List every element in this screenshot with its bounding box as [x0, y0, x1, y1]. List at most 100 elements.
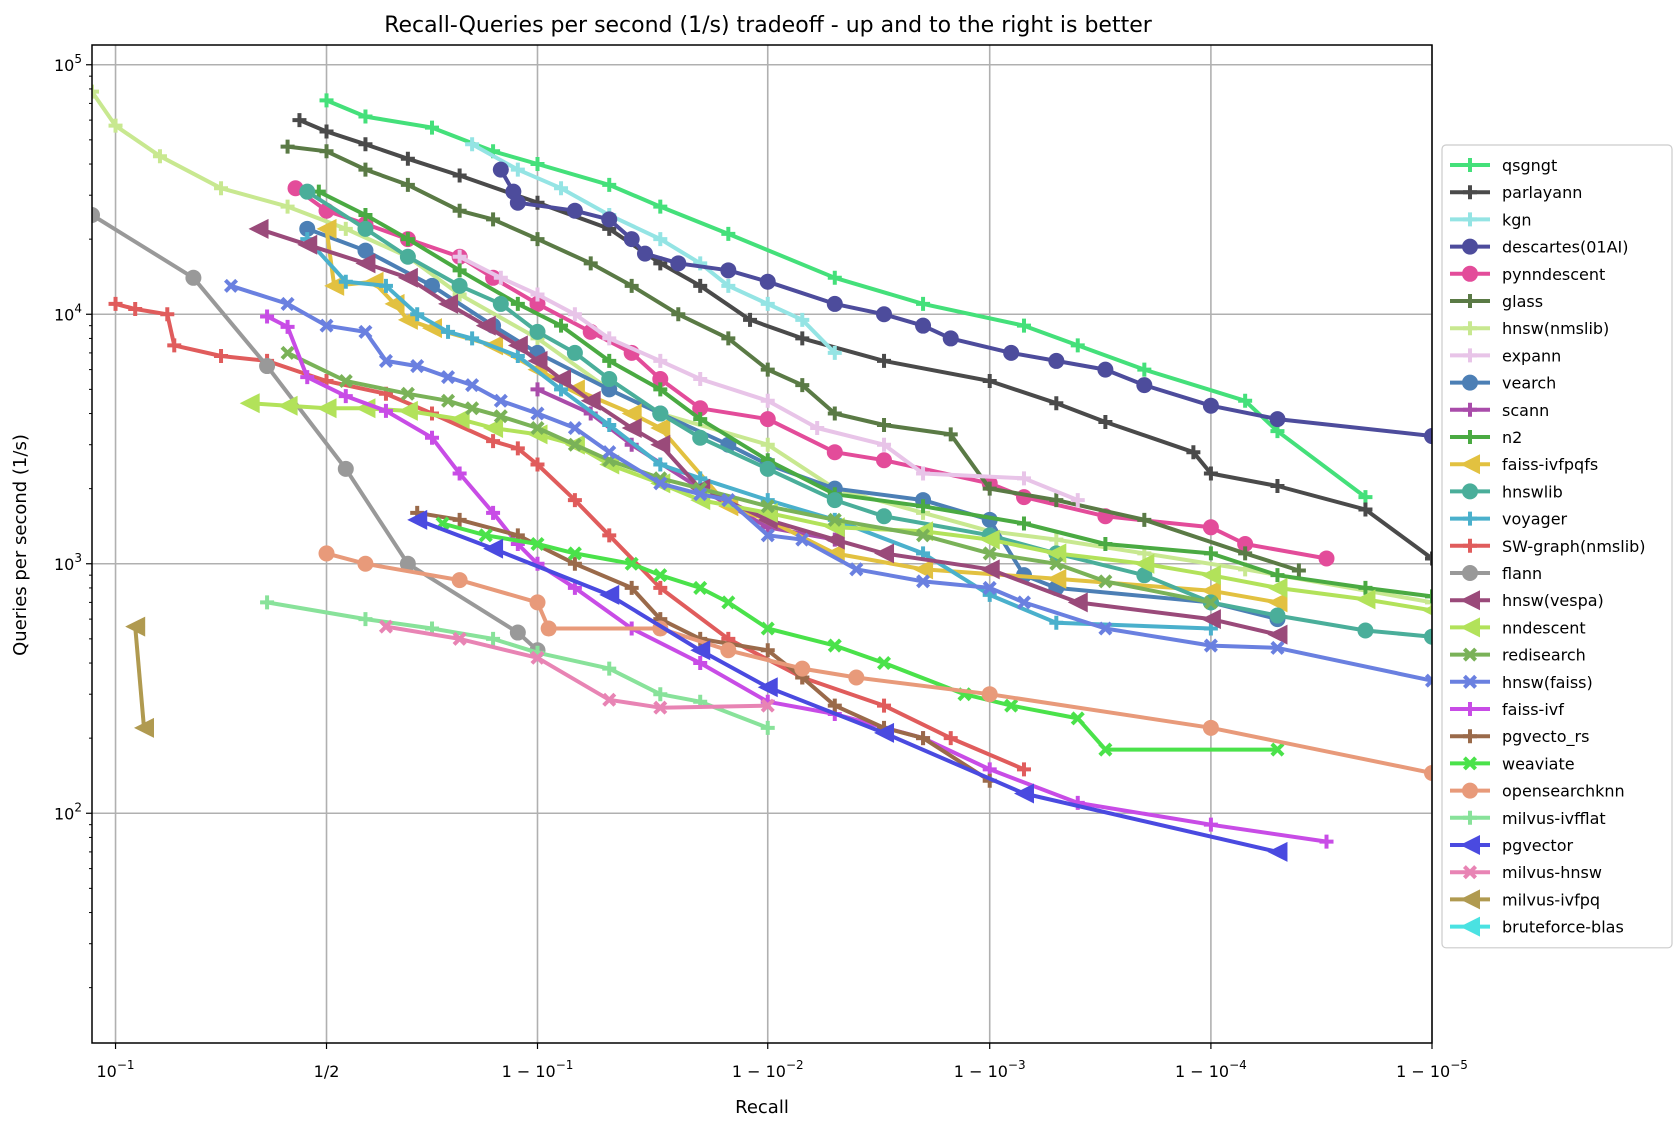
legend-item: hnsw(nmslib) — [1450, 319, 1609, 338]
data-point — [1098, 537, 1113, 551]
data-point — [566, 202, 583, 219]
data-point — [650, 418, 671, 439]
data-point — [248, 218, 269, 239]
data-point — [554, 318, 569, 333]
data-point — [760, 393, 775, 408]
data-point — [1291, 563, 1306, 578]
data-point — [358, 612, 373, 627]
data-point — [652, 371, 669, 388]
data-point — [297, 234, 318, 255]
legend-item: faiss-ivf — [1450, 700, 1564, 719]
data-point — [400, 232, 415, 247]
data-point — [438, 293, 459, 314]
x-tick-label: 1 − 10−3 — [954, 1058, 1026, 1081]
data-point — [877, 656, 892, 671]
data-point — [602, 528, 617, 543]
data-point — [690, 640, 711, 661]
legend-label: hnsw(faiss) — [1502, 673, 1593, 692]
data-point — [567, 493, 582, 508]
data-point — [567, 556, 582, 571]
data-point — [795, 378, 810, 393]
series-line — [441, 521, 1278, 752]
data-point — [916, 574, 931, 589]
data-point — [1048, 352, 1065, 369]
data-point — [1238, 546, 1253, 561]
data-point — [492, 295, 509, 312]
data-point — [601, 371, 618, 388]
data-point — [877, 437, 892, 452]
legend-item: SW-graph(nmslib) — [1450, 537, 1646, 556]
data-point — [1067, 592, 1088, 613]
data-point — [167, 338, 182, 353]
data-point — [280, 319, 295, 334]
data-point — [653, 457, 668, 472]
data-point — [1049, 532, 1064, 547]
data-point — [452, 168, 467, 183]
data-point — [1200, 609, 1221, 630]
data-point — [486, 434, 501, 449]
data-point — [760, 362, 775, 377]
data-point — [759, 460, 776, 477]
data-point — [214, 349, 229, 364]
data-point — [602, 417, 617, 432]
legend-label: opensearchknn — [1502, 782, 1625, 801]
series-qsgngt — [319, 93, 1373, 505]
data-point — [260, 595, 275, 610]
data-point — [874, 543, 895, 564]
data-point — [693, 278, 708, 293]
data-point — [407, 509, 428, 530]
data-point — [529, 295, 546, 312]
series-line — [325, 551, 1432, 775]
data-point — [1013, 783, 1034, 804]
series-line — [324, 228, 1278, 605]
data-point — [400, 177, 415, 192]
data-point — [1203, 466, 1218, 481]
data-point — [601, 211, 618, 228]
data-point — [760, 643, 775, 658]
data-point — [486, 505, 501, 520]
data-point — [1270, 742, 1285, 757]
data-point — [316, 218, 337, 239]
data-point — [624, 556, 639, 571]
data-point — [452, 512, 467, 527]
data-point — [1016, 516, 1031, 531]
data-point — [493, 409, 508, 424]
data-point — [1134, 553, 1155, 574]
series-line — [114, 301, 1025, 772]
data-point — [877, 353, 892, 368]
data-point — [1046, 568, 1067, 589]
data-point — [239, 393, 260, 414]
x-tick-label: 1 − 10−1 — [502, 1058, 574, 1081]
legend-item: weaviate — [1450, 754, 1575, 773]
data-point — [810, 421, 825, 436]
data-point — [1070, 493, 1085, 508]
legend-label: vearch — [1502, 374, 1556, 393]
data-point — [451, 572, 468, 589]
legend-item: scann — [1450, 401, 1549, 420]
data-point — [530, 536, 545, 552]
data-point — [1357, 622, 1374, 639]
data-point — [280, 345, 295, 360]
series-faiss-ivf — [260, 309, 1334, 849]
data-point — [452, 203, 467, 218]
data-point — [653, 476, 668, 491]
data-point — [441, 324, 456, 339]
legend-item: expann — [1450, 346, 1561, 365]
legend-item: glass — [1450, 292, 1543, 311]
data-point — [760, 499, 775, 514]
data-point — [760, 296, 775, 311]
data-point — [653, 700, 668, 715]
data-point — [795, 312, 810, 327]
data-point — [1202, 519, 1219, 536]
data-point — [441, 393, 456, 408]
data-point — [483, 418, 504, 439]
data-point — [507, 335, 528, 356]
data-point — [693, 487, 708, 502]
data-point — [1270, 478, 1285, 493]
data-point — [1267, 577, 1288, 598]
data-point — [465, 331, 480, 346]
data-point — [551, 369, 572, 390]
legend-marker — [1460, 835, 1480, 855]
data-point — [358, 324, 373, 339]
data-point — [452, 249, 467, 264]
